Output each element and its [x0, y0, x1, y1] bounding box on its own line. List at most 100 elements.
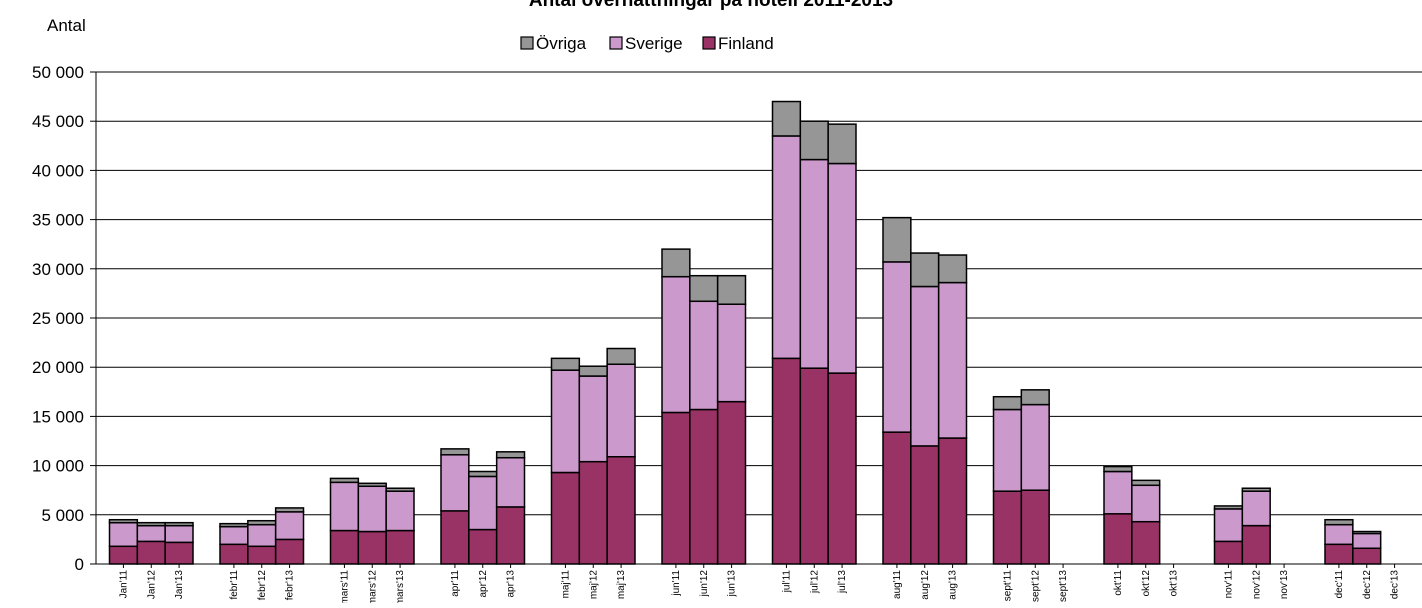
bar-segment-sverige — [606, 363, 636, 458]
x-tick-label: jun'12 — [699, 570, 710, 598]
x-tick-label: jul'12 — [809, 570, 820, 594]
y-tick-label: 45 000 — [32, 112, 84, 131]
bar-segment-övriga — [385, 487, 415, 492]
bar-segment-övriga — [910, 252, 940, 288]
bar-segment-övriga — [108, 518, 139, 524]
x-tick-label: aug'12 — [920, 570, 931, 600]
bar-segment-finland — [771, 357, 802, 565]
legend-label: Sverige — [625, 34, 683, 53]
bar-segment-sverige — [799, 158, 829, 369]
x-tick-label: jul'13 — [837, 570, 848, 594]
bar-segment-övriga — [274, 507, 305, 513]
x-tick-label: okt'12 — [1141, 570, 1152, 597]
y-tick-label: 30 000 — [32, 260, 84, 279]
x-tick-label: aug'11 — [892, 570, 903, 599]
bar-segment-finland — [219, 543, 249, 565]
bar-segment-finland — [329, 529, 360, 565]
legend-swatch-finland — [702, 36, 716, 50]
bar-segment-sverige — [689, 300, 719, 411]
y-tick-label: 20 000 — [32, 358, 84, 377]
bar-segment-sverige — [274, 511, 305, 541]
bar-segment-övriga — [1020, 389, 1050, 406]
gridlines — [96, 71, 1422, 516]
x-tick-label: febr'11 — [229, 570, 240, 600]
bar-segment-finland — [827, 372, 857, 565]
x-tick-label: apr'12 — [478, 570, 489, 598]
bar-segment-finland — [799, 367, 829, 565]
bar-segment-finland — [937, 437, 968, 565]
x-tick-label: Jan'12 — [146, 570, 157, 600]
x-tick-label: mars'13 — [395, 570, 406, 603]
bar-segment-sverige — [329, 481, 360, 532]
bar-segment-sverige — [495, 456, 526, 508]
bar-segment-sverige — [108, 521, 139, 548]
x-tick-label: maj'12 — [588, 570, 599, 600]
y-tick-label: 50 000 — [32, 63, 84, 82]
bar-segment-övriga — [329, 477, 360, 484]
x-tick-label: dec'13 — [1390, 570, 1401, 600]
bar-segment-finland — [1324, 543, 1354, 565]
x-tick-label: jul'11 — [781, 570, 792, 594]
bar-segment-övriga — [578, 365, 608, 377]
bar-segment-sverige — [164, 524, 194, 544]
bar-segment-finland — [550, 471, 581, 565]
bar-segment-övriga — [689, 274, 719, 303]
bar-segment-finland — [1213, 540, 1244, 565]
x-tick-label: jun'11 — [671, 570, 682, 597]
y-tick-label: 10 000 — [32, 457, 84, 476]
bar-segment-finland — [274, 538, 305, 565]
y-tick-label: 15 000 — [32, 407, 84, 426]
bar-segment-övriga — [992, 395, 1023, 411]
bar-segment-övriga — [937, 254, 968, 284]
x-axis-ticks: Jan'11 Jan'12 Jan'13 febr'11 febr'12 febr'13 m… — [118, 564, 1401, 605]
x-tick-label: maj'13 — [616, 570, 627, 600]
bar-segment-övriga — [219, 522, 249, 528]
bar-segment-övriga — [468, 470, 498, 478]
x-tick-label: mars'12 — [367, 570, 378, 603]
x-tick-label: okt'11 — [1113, 570, 1124, 596]
bar-segment-övriga — [882, 216, 912, 263]
bar-segment-övriga — [1131, 479, 1161, 487]
bar-segment-övriga — [495, 451, 526, 459]
x-tick-label: febr'12 — [257, 570, 268, 601]
bar-segment-sverige — [136, 524, 166, 543]
bar-segment-sverige — [827, 162, 857, 374]
bar-segment-sverige — [937, 281, 968, 439]
bar-segment-finland — [440, 510, 470, 565]
legend-label: Övriga — [536, 34, 587, 53]
bar-segment-sverige — [468, 475, 498, 531]
bar-segment-övriga — [164, 521, 194, 527]
bar-segment-finland — [164, 541, 194, 565]
legend-swatch-övriga — [520, 36, 534, 50]
bar-segment-övriga — [661, 248, 691, 278]
bar-segment-övriga — [716, 274, 747, 305]
x-tick-label: sept'12 — [1030, 570, 1041, 602]
bar-segment-finland — [468, 528, 498, 565]
y-tick-label: 25 000 — [32, 309, 84, 328]
bar-segment-övriga — [440, 448, 470, 456]
x-tick-label: apr'13 — [506, 570, 517, 598]
bar-segment-finland — [1241, 524, 1271, 565]
legend: Övriga Sverige Finland — [520, 34, 774, 53]
bar-segment-finland — [689, 408, 719, 565]
bar-segment-övriga — [799, 120, 829, 161]
y-tick-label: 5 000 — [41, 506, 84, 525]
x-tick-label: Jan'11 — [118, 570, 129, 599]
bar-segment-sverige — [440, 454, 470, 512]
bar-segment-övriga — [1352, 530, 1382, 535]
bar-segment-sverige — [1324, 523, 1354, 546]
bar-segment-sverige — [357, 485, 387, 533]
chart-title: Antal övernattningar på hotell 2011-2013 — [529, 0, 893, 11]
bar-segment-sverige — [771, 135, 802, 360]
bar-segment-övriga — [357, 482, 387, 488]
bar-segment-sverige — [882, 261, 912, 433]
bar-segment-övriga — [1213, 505, 1244, 510]
bar-segment-övriga — [1103, 465, 1133, 473]
bar-segment-finland — [716, 400, 747, 565]
legend-swatch-sverige — [609, 36, 623, 50]
bar-segment-sverige — [1241, 490, 1271, 527]
bar-segment-sverige — [578, 375, 608, 463]
bar-segment-övriga — [550, 357, 581, 371]
